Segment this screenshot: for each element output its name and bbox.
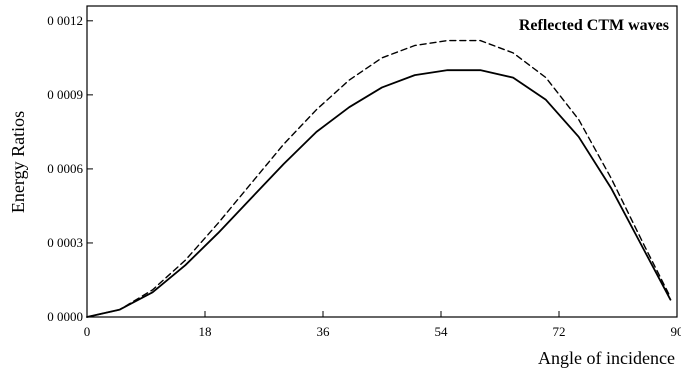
y-tick-label: 0 0000 — [47, 309, 83, 324]
x-tick-label: 54 — [435, 324, 449, 339]
solid-series-line — [86, 69, 672, 318]
x-axis-title: Angle of incidence — [538, 348, 675, 368]
x-tick-label: 36 — [317, 324, 331, 339]
y-tick-label: 0 0006 — [47, 161, 83, 176]
y-tick-label: 0 0003 — [47, 235, 83, 250]
x-tick-label: 90 — [671, 324, 681, 339]
plot-frame — [86, 5, 678, 318]
dashed-series-line — [86, 39, 672, 318]
series-layer — [86, 39, 672, 318]
x-tick-label: 72 — [553, 324, 566, 339]
plot-border — [86, 5, 678, 318]
x-tick-label: 0 — [84, 324, 91, 339]
y-axis-title: Energy Ratios — [8, 111, 28, 213]
x-tick-label: 18 — [199, 324, 212, 339]
chart-title: Reflected CTM waves — [519, 17, 669, 34]
y-tick-label: 0 0009 — [47, 87, 83, 102]
y-tick-label: 0 0012 — [47, 13, 83, 28]
x-axis-ticks: 0 18 36 54 72 90 — [84, 311, 681, 339]
y-axis-ticks: 0 0000 0 0003 0 0006 0 0009 0 0012 — [47, 13, 93, 324]
